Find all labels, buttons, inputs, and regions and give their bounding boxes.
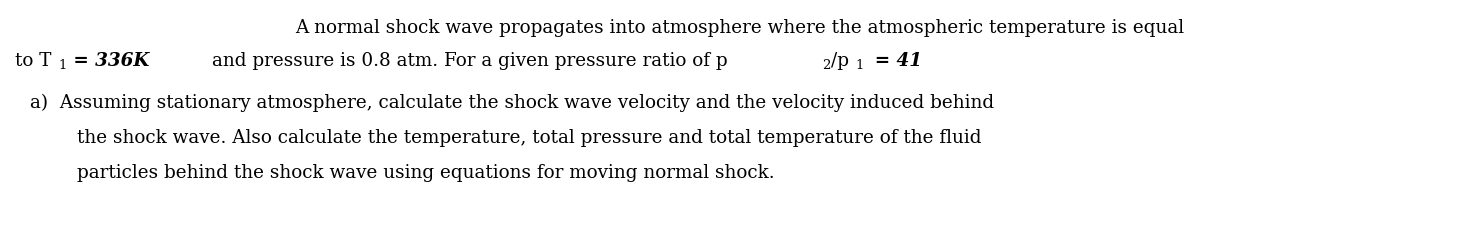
Text: the shock wave. Also calculate the temperature, total pressure and total tempera: the shock wave. Also calculate the tempe… xyxy=(30,129,981,147)
Text: A normal shock wave propagates into atmosphere where the atmospheric temperature: A normal shock wave propagates into atmo… xyxy=(296,19,1184,37)
Text: to T: to T xyxy=(15,52,52,70)
Text: = 336K: = 336K xyxy=(67,52,149,70)
Text: 2: 2 xyxy=(821,59,830,72)
Text: 1: 1 xyxy=(58,59,67,72)
Text: and pressure is 0.8 atm. For a given pressure ratio of p: and pressure is 0.8 atm. For a given pre… xyxy=(164,52,728,70)
Text: a)  Assuming stationary atmosphere, calculate the shock wave velocity and the ve: a) Assuming stationary atmosphere, calcu… xyxy=(30,94,995,112)
Text: /p: /p xyxy=(830,52,850,70)
Text: particles behind the shock wave using equations for moving normal shock.: particles behind the shock wave using eq… xyxy=(30,164,774,182)
Text: 1: 1 xyxy=(855,59,863,72)
Text: = 41: = 41 xyxy=(861,52,922,70)
